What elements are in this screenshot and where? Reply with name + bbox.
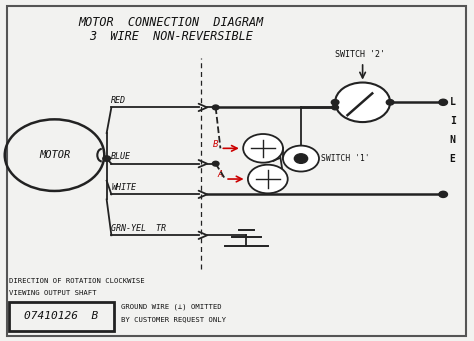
Text: B: B xyxy=(213,139,218,149)
Text: SWITCH '1': SWITCH '1' xyxy=(321,154,370,163)
Circle shape xyxy=(439,191,447,197)
Text: 07410126  B: 07410126 B xyxy=(25,311,99,322)
Text: I: I xyxy=(450,116,456,126)
Text: GRN-YEL  TR: GRN-YEL TR xyxy=(111,224,166,233)
Circle shape xyxy=(212,161,219,166)
Circle shape xyxy=(331,100,339,105)
Text: L: L xyxy=(450,97,456,107)
Text: WHITE: WHITE xyxy=(111,183,137,192)
Circle shape xyxy=(283,146,319,172)
Text: 3  WIRE  NON-REVERSIBLE: 3 WIRE NON-REVERSIBLE xyxy=(89,30,253,43)
Bar xyxy=(9,302,114,331)
Circle shape xyxy=(248,165,288,193)
Text: BLUE: BLUE xyxy=(111,152,131,161)
Circle shape xyxy=(212,105,219,110)
Circle shape xyxy=(103,156,110,161)
Text: BY CUSTOMER REQUEST ONLY: BY CUSTOMER REQUEST ONLY xyxy=(121,316,226,322)
Circle shape xyxy=(243,134,283,163)
Circle shape xyxy=(294,154,308,163)
Text: N: N xyxy=(450,135,456,145)
Text: RED: RED xyxy=(111,96,127,105)
Text: SWITCH '2': SWITCH '2' xyxy=(335,50,385,59)
Circle shape xyxy=(386,100,394,105)
Circle shape xyxy=(439,99,447,105)
Circle shape xyxy=(332,105,338,110)
Text: MOTOR  CONNECTION  DIAGRAM: MOTOR CONNECTION DIAGRAM xyxy=(78,16,263,29)
Text: A: A xyxy=(218,170,223,179)
Text: VIEWING OUTPUT SHAFT: VIEWING OUTPUT SHAFT xyxy=(9,290,97,296)
Text: MOTOR: MOTOR xyxy=(39,150,70,160)
Text: GROUND WIRE (⊥) OMITTED: GROUND WIRE (⊥) OMITTED xyxy=(121,303,221,310)
Circle shape xyxy=(335,83,390,122)
Text: E: E xyxy=(450,153,456,164)
Text: DIRECTION OF ROTATION CLOCKWISE: DIRECTION OF ROTATION CLOCKWISE xyxy=(9,278,145,284)
